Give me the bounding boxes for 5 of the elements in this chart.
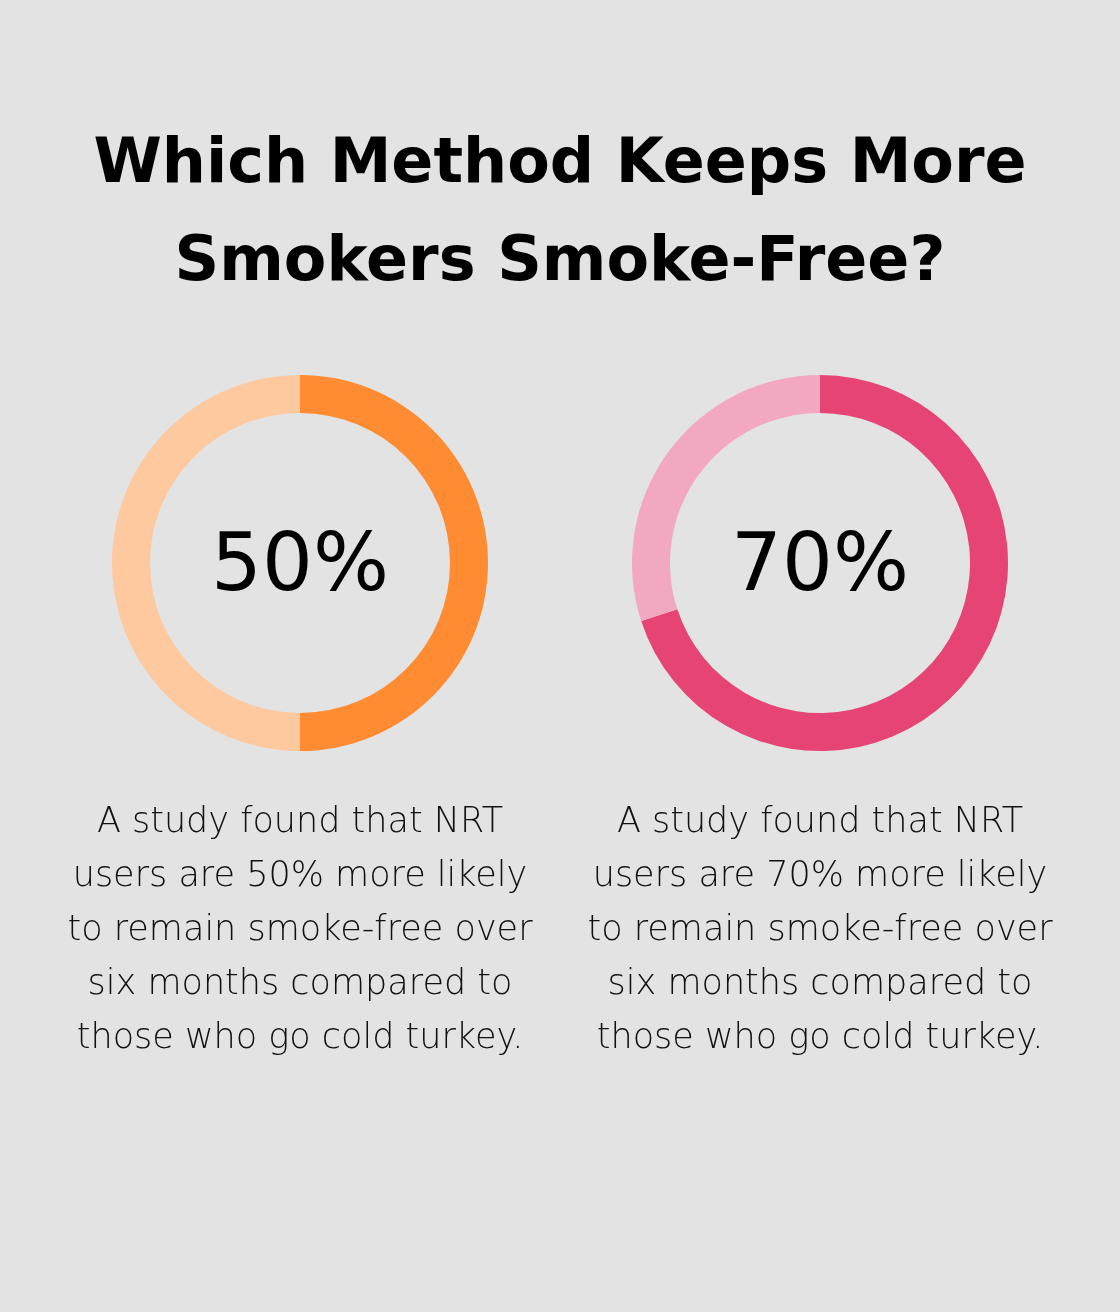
chart-title: Which Method Keeps More Smokers Smoke-Free?: [92, 123, 1028, 297]
text: A study found that NRT users are 70% more likely to remain smoke-free over six months compared to those who go cold turkey.: [586, 799, 1054, 1058]
text: 50%: [210, 516, 390, 609]
text: A study found that NRT users are 50% more likely to remain smoke-free over six months compared to those who go cold turkey.: [66, 799, 534, 1058]
text: 70%: [730, 516, 910, 609]
